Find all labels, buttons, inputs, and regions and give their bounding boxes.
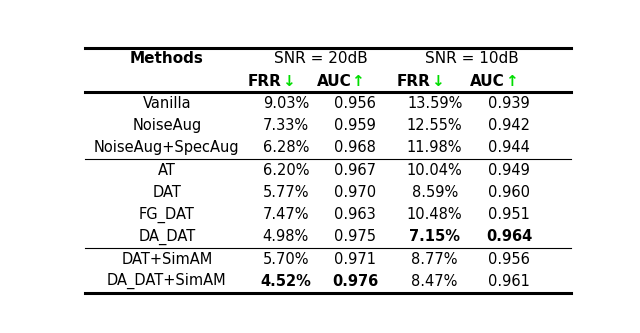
Text: 0.968: 0.968 — [334, 140, 376, 155]
Text: FRR: FRR — [248, 74, 282, 89]
Text: 0.939: 0.939 — [488, 96, 530, 111]
Text: FG_DAT: FG_DAT — [139, 206, 195, 223]
Text: 0.960: 0.960 — [488, 185, 530, 200]
Text: ↑: ↑ — [505, 74, 518, 89]
Text: 9.03%: 9.03% — [262, 96, 309, 111]
Text: 0.951: 0.951 — [488, 207, 530, 222]
Text: 0.949: 0.949 — [488, 163, 530, 177]
Text: 0.975: 0.975 — [334, 229, 376, 244]
Text: ↓: ↓ — [282, 74, 294, 89]
Text: 0.956: 0.956 — [334, 96, 376, 111]
Text: SNR = 20dB: SNR = 20dB — [274, 51, 367, 66]
Text: 6.28%: 6.28% — [262, 140, 309, 155]
Text: DA_DAT: DA_DAT — [138, 229, 195, 245]
Text: DAT: DAT — [152, 185, 181, 200]
Text: NoiseAug: NoiseAug — [132, 118, 202, 133]
Text: 5.77%: 5.77% — [262, 185, 309, 200]
Text: 8.59%: 8.59% — [412, 185, 458, 200]
Text: 12.55%: 12.55% — [407, 118, 463, 133]
Text: 7.47%: 7.47% — [262, 207, 309, 222]
Text: SNR = 10dB: SNR = 10dB — [425, 51, 518, 66]
Text: 10.04%: 10.04% — [407, 163, 463, 177]
Text: Methods: Methods — [130, 51, 204, 66]
Text: AUC: AUC — [470, 74, 505, 89]
Text: 0.964: 0.964 — [486, 229, 532, 244]
Text: AUC: AUC — [317, 74, 351, 89]
Text: ↑: ↑ — [351, 74, 364, 89]
Text: 8.77%: 8.77% — [412, 252, 458, 267]
Text: 0.956: 0.956 — [488, 252, 530, 267]
Text: DAT+SimAM: DAT+SimAM — [121, 252, 212, 267]
Text: 4.52%: 4.52% — [260, 274, 311, 289]
Text: 0.971: 0.971 — [334, 252, 376, 267]
Text: 13.59%: 13.59% — [407, 96, 462, 111]
Text: 0.970: 0.970 — [334, 185, 376, 200]
Text: FRR: FRR — [397, 74, 431, 89]
Text: 10.48%: 10.48% — [407, 207, 463, 222]
Text: 6.20%: 6.20% — [262, 163, 309, 177]
Text: 0.961: 0.961 — [488, 274, 530, 289]
Text: 0.976: 0.976 — [332, 274, 378, 289]
Text: 5.70%: 5.70% — [262, 252, 309, 267]
Text: 0.942: 0.942 — [488, 118, 530, 133]
Text: 7.33%: 7.33% — [263, 118, 309, 133]
Text: 0.959: 0.959 — [334, 118, 376, 133]
Text: 4.98%: 4.98% — [262, 229, 309, 244]
Text: DA_DAT+SimAM: DA_DAT+SimAM — [107, 273, 227, 289]
Text: AT: AT — [158, 163, 176, 177]
Text: ↓: ↓ — [431, 74, 444, 89]
Text: NoiseAug+SpecAug: NoiseAug+SpecAug — [94, 140, 239, 155]
Text: 0.963: 0.963 — [335, 207, 376, 222]
Text: 8.47%: 8.47% — [412, 274, 458, 289]
Text: 11.98%: 11.98% — [407, 140, 462, 155]
Text: Vanilla: Vanilla — [143, 96, 191, 111]
Text: 0.967: 0.967 — [334, 163, 376, 177]
Text: 0.944: 0.944 — [488, 140, 530, 155]
Text: 7.15%: 7.15% — [409, 229, 460, 244]
